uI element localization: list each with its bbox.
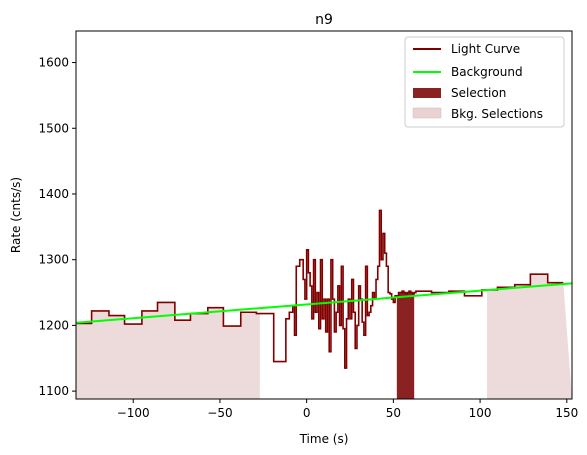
legend-light-curve-label: Light Curve [451,42,520,56]
chart-title: n9 [315,12,333,28]
legend-bkg-selections-label: Bkg. Selections [451,107,543,121]
plot-area [76,209,572,399]
bkg-selection-region-0 [76,302,260,399]
y-tick-label: 1500 [38,121,69,135]
y-axis-label: Rate (cnts/s) [9,177,23,253]
y-tick-label: 1600 [38,56,69,70]
legend-bkg-selections-swatch [412,107,442,119]
legend-selection-swatch [413,88,441,98]
y-tick-label: 1400 [38,187,69,201]
x-tick-label: 100 [469,406,492,420]
y-tick-label: 1300 [38,253,69,267]
y-tick-label: 1100 [38,384,69,398]
x-tick-label: 150 [555,406,578,420]
plot-frame [75,30,573,400]
y-tick-label: 1200 [38,318,69,332]
background-line [76,282,572,324]
legend-selection-label: Selection [451,86,506,100]
legend: Light Curve Background Selection Bkg. Se… [404,36,565,128]
y-axis: 1100 1200 1300 1400 1500 1600 [38,56,76,398]
bkg-selection-region-1 [487,274,572,399]
x-axis-label: Time (s) [299,432,349,446]
x-tick-label: 50 [386,406,401,420]
legend-background-label: Background [451,65,523,79]
x-tick-label: 0 [303,406,311,420]
legend-box [404,36,565,128]
x-tick-label: −100 [117,406,150,420]
x-tick-label: −50 [207,406,232,420]
selection-region [396,291,415,399]
x-axis: −100 −50 0 50 100 150 [117,399,578,420]
